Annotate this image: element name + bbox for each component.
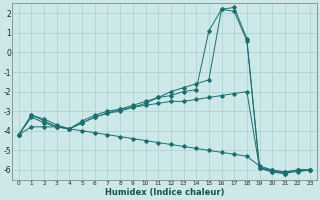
X-axis label: Humidex (Indice chaleur): Humidex (Indice chaleur) — [105, 188, 224, 197]
